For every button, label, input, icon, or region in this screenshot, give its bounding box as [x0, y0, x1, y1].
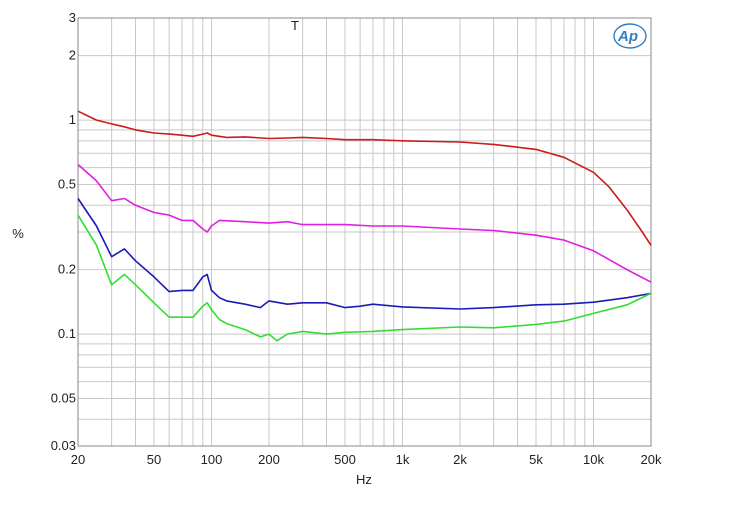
ap-logo-ring [613, 23, 647, 49]
x-axis-label: Hz [356, 472, 372, 487]
series-line-2 [77, 163, 652, 283]
y-tick-label: 2 [69, 48, 76, 63]
y-tick-label: 1 [69, 112, 76, 127]
y-tick-label: 0.5 [58, 177, 76, 192]
y-tick-label: 0.03 [51, 438, 76, 453]
ap-logo-text: Ap [617, 28, 638, 45]
series-line-1 [77, 110, 652, 246]
series-layer [77, 110, 652, 342]
plot-frame [77, 17, 652, 447]
chart-title: T [291, 18, 299, 33]
ap-logo: Ap [613, 23, 647, 49]
x-tick-label: 100 [201, 452, 223, 467]
y-tick-label: 3 [69, 10, 76, 25]
series-line-4 [77, 214, 652, 342]
y-tick-label: 0.1 [58, 326, 76, 341]
y-tick-label: 0.05 [51, 391, 76, 406]
x-tick-label: 2k [453, 452, 467, 467]
chart-grid [77, 17, 652, 447]
x-tick-label: 10k [583, 452, 604, 467]
y-tick-label: 0.2 [58, 262, 76, 277]
x-tick-label: 50 [147, 452, 161, 467]
x-tick-label: 200 [258, 452, 280, 467]
x-tick-label: 20k [641, 452, 662, 467]
x-tick-labels: 20 50 100 200 500 1k 2k 5k 10k 20k [71, 452, 662, 467]
series-line-3 [77, 198, 652, 310]
x-tick-label: 1k [396, 452, 410, 467]
x-tick-label: 5k [529, 452, 543, 467]
y-axis-label: % [12, 226, 24, 241]
x-tick-label: 20 [71, 452, 85, 467]
y-tick-labels: 0.03 0.05 0.1 0.2 0.5 1 2 3 [51, 10, 76, 453]
x-tick-label: 500 [334, 452, 356, 467]
